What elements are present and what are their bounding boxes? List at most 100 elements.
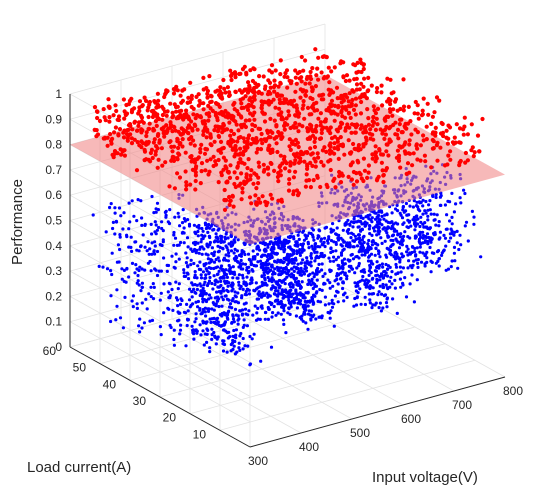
- red-point: [278, 168, 283, 173]
- red-point: [444, 128, 449, 133]
- blue-point: [175, 243, 179, 247]
- red-point: [281, 117, 286, 122]
- blue-point: [213, 335, 217, 339]
- red-point: [395, 132, 400, 137]
- blue-point: [182, 310, 186, 314]
- blue-point: [284, 331, 288, 335]
- blue-point: [140, 281, 144, 285]
- blue-point: [219, 276, 223, 280]
- red-point: [408, 119, 413, 124]
- red-point: [440, 130, 446, 135]
- blue-point: [124, 280, 128, 284]
- red-point: [276, 84, 281, 89]
- blue-point: [185, 236, 190, 240]
- red-point: [229, 138, 235, 143]
- blue-point: [259, 359, 263, 363]
- red-point: [159, 126, 164, 131]
- blue-point: [400, 255, 404, 259]
- red-point: [236, 135, 241, 140]
- blue-point: [415, 278, 419, 282]
- blue-point: [413, 228, 417, 232]
- blue-point: [389, 275, 393, 279]
- blue-point: [375, 277, 379, 281]
- red-point: [324, 149, 329, 154]
- red-point: [287, 113, 292, 118]
- blue-point: [211, 287, 215, 291]
- red-point: [193, 170, 198, 175]
- blue-point: [287, 269, 291, 273]
- blue-point: [202, 247, 206, 251]
- red-point: [92, 105, 98, 110]
- blue-point: [378, 284, 382, 288]
- red-point: [153, 111, 158, 116]
- red-point: [262, 137, 267, 142]
- red-point: [193, 166, 198, 171]
- red-point: [293, 121, 298, 126]
- red-point: [329, 69, 334, 74]
- red-point: [299, 54, 304, 60]
- blue-point: [175, 298, 180, 302]
- blue-point: [421, 222, 425, 226]
- blue-point: [185, 302, 189, 306]
- red-point: [202, 119, 207, 124]
- red-point: [239, 197, 244, 202]
- blue-point: [292, 250, 296, 254]
- red-point: [201, 132, 206, 137]
- red-point: [316, 116, 321, 121]
- blue-point: [173, 236, 178, 240]
- blue-point: [187, 224, 192, 228]
- blue-point: [384, 301, 389, 305]
- red-point: [277, 164, 282, 170]
- red-point: [250, 113, 255, 118]
- blue-point: [225, 297, 229, 301]
- blue-point: [330, 305, 335, 309]
- red-point: [262, 111, 267, 116]
- blue-point: [97, 264, 101, 268]
- blue-point: [253, 289, 257, 293]
- red-point: [186, 131, 191, 136]
- blue-point: [371, 292, 376, 296]
- blue-point: [269, 287, 273, 291]
- blue-point: [294, 276, 298, 280]
- blue-point: [346, 245, 350, 249]
- red-point: [203, 146, 208, 152]
- blue-point: [236, 301, 241, 305]
- blue-point: [356, 237, 360, 241]
- red-point: [250, 128, 255, 133]
- blue-point: [315, 270, 319, 274]
- blue-point: [243, 262, 248, 266]
- red-point: [203, 168, 208, 173]
- red-point: [245, 88, 250, 93]
- red-point: [269, 63, 275, 68]
- blue-point: [245, 324, 249, 328]
- red-point: [341, 74, 346, 79]
- red-point: [319, 70, 324, 75]
- red-point: [163, 160, 168, 165]
- red-point: [399, 130, 404, 135]
- blue-point: [207, 307, 211, 311]
- blue-point: [298, 315, 302, 320]
- blue-point: [181, 208, 185, 212]
- blue-point: [332, 240, 336, 244]
- blue-point: [91, 213, 95, 217]
- blue-point: [377, 266, 381, 270]
- blue-point: [226, 236, 230, 240]
- red-point: [192, 160, 198, 165]
- red-point: [120, 149, 125, 154]
- blue-point: [380, 214, 384, 218]
- blue-point: [366, 242, 370, 246]
- blue-point: [391, 297, 395, 301]
- blue-point: [118, 316, 123, 320]
- blue-point: [450, 259, 454, 263]
- blue-point: [276, 302, 280, 306]
- blue-point: [396, 255, 400, 259]
- red-point: [134, 168, 140, 173]
- blue-point: [290, 261, 295, 265]
- red-point: [219, 173, 224, 178]
- red-point: [285, 122, 290, 127]
- blue-point: [159, 291, 163, 295]
- blue-point: [296, 262, 300, 266]
- blue-point: [306, 304, 310, 308]
- blue-point: [368, 266, 372, 270]
- blue-point: [217, 304, 221, 309]
